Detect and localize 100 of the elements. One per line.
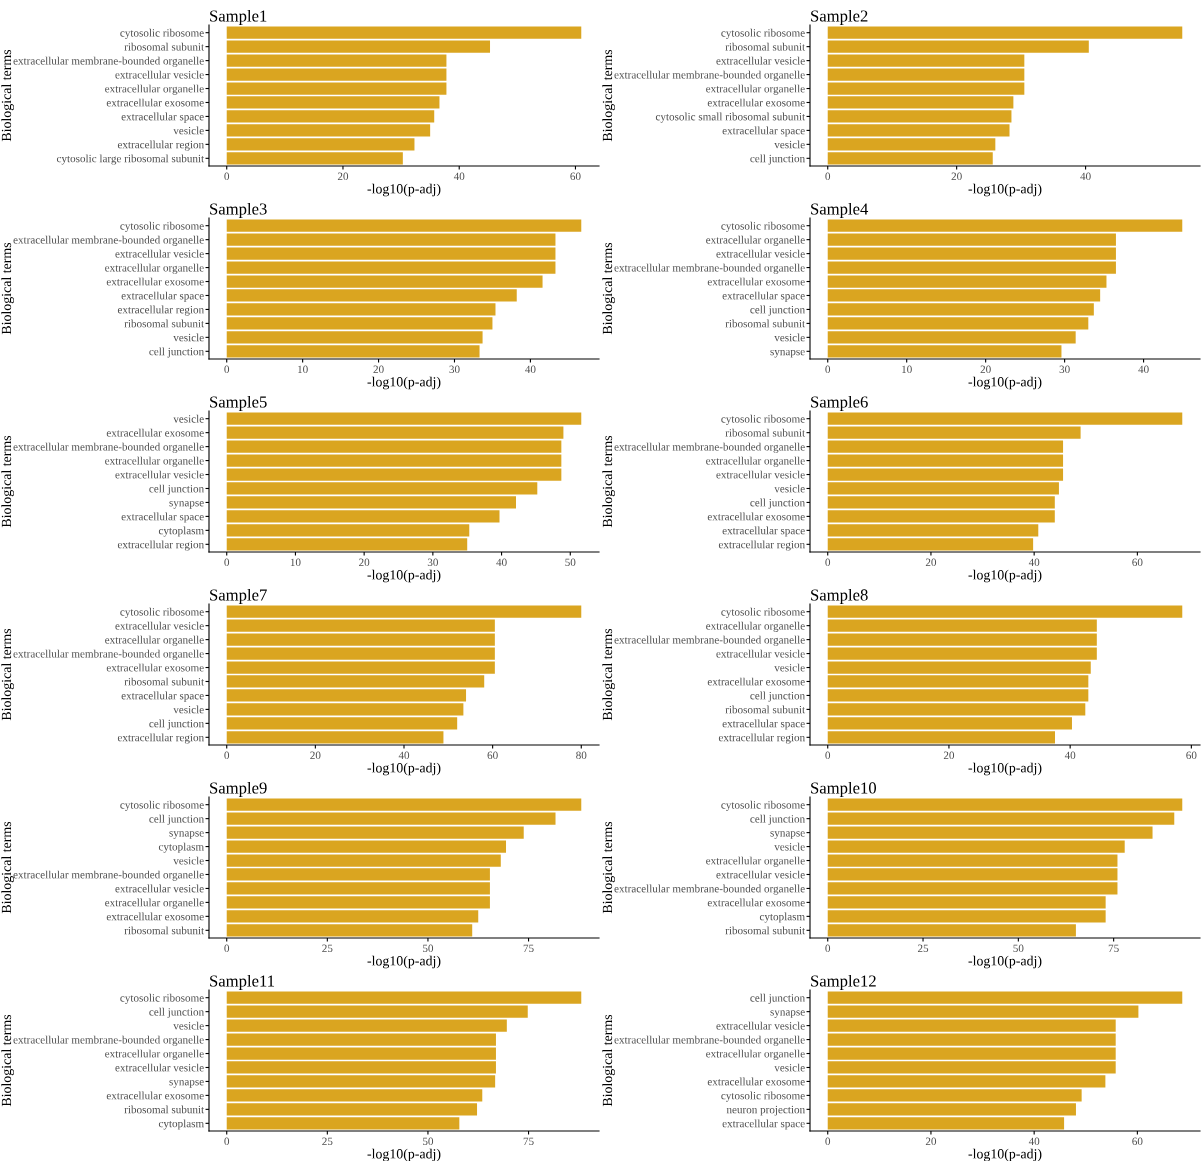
y-tick-label: extracellular space [121,112,204,123]
x-tick-label: 0 [224,558,230,567]
y-tick-label: extracellular organelle [105,635,204,646]
chart-title: Sample5 [210,395,267,411]
y-tick-label: extracellular organelle [105,84,204,95]
y-tick-label: cell junction [149,814,204,825]
y-tick-label: cell junction [149,484,204,495]
chart-title: Sample12 [811,974,876,990]
y-axis-title: Biological terms [1,628,14,721]
y-tick-label: cytosolic ribosome [120,607,204,618]
y-tick-label: extracellular vesicle [115,249,204,258]
y-axis-title: Biological terms [602,821,615,914]
x-tick-label: 20 [925,1137,937,1146]
y-tick-label: cytosolic ribosome [721,800,805,811]
y-tick-label: extracellular membrane-bounded organelle [13,1035,204,1046]
y-tick-label: vesicle [173,333,204,342]
chart-title: Sample2 [811,9,868,25]
x-tick-label: 80 [576,751,587,760]
y-tick-label: extracellular region [117,540,204,551]
y-tick-label: extracellular exosome [106,428,204,437]
y-tick-label: ribosomal subunit [124,1105,205,1114]
x-tick-label: 0 [224,1137,230,1146]
y-tick-label: vesicle [774,333,805,342]
x-tick-label: 40 [1138,365,1149,374]
y-tick-label: extracellular membrane-bounded organelle [614,70,805,81]
y-tick-label: extracellular space [121,691,204,702]
y-tick-label: extracellular vesicle [716,870,805,879]
y-tick-label: extracellular membrane-bounded organelle [13,870,204,881]
y-tick-label: extracellular exosome [707,1077,805,1086]
y-tick-label: extracellular exosome [707,898,805,907]
y-tick-label: cytosolic ribosome [721,607,805,618]
x-tick-label: 50 [565,558,576,567]
y-tick-label: cytosolic ribosome [120,993,204,1004]
y-tick-label: cytoplasm [158,842,204,853]
y-tick-label: vesicle [173,705,204,714]
y-tick-label: extracellular space [722,719,805,730]
x-tick-label: 20 [373,365,384,374]
y-tick-label: extracellular space [722,1119,805,1130]
y-axis-title: Biological terms [1,821,14,914]
y-tick-label: extracellular exosome [106,663,204,672]
x-tick-label: 40 [1028,1137,1040,1146]
y-tick-label: extracellular vesicle [115,470,204,479]
x-axis-title: -log10(p-adj) [968,569,1042,583]
x-tick-label: 30 [449,365,460,374]
y-tick-label: extracellular exosome [707,677,805,686]
y-tick-label: extracellular organelle [105,898,204,909]
y-tick-label: extracellular exosome [106,277,204,286]
y-tick-label: vesicle [774,484,805,493]
y-tick-label: ribosomal subunit [725,428,806,437]
x-tick-label: 50 [423,1137,434,1146]
x-tick-label: 20 [951,172,962,181]
y-tick-label: synapse [770,1010,805,1018]
y-tick-label: cytosolic large ribosomal subunit [56,154,205,165]
y-tick-label: cytoplasm [158,1119,204,1130]
y-tick-label: cytoplasm [759,912,805,923]
y-tick-label: extracellular exosome [106,98,204,107]
x-tick-label: 60 [487,751,498,760]
x-tick-label: 10 [290,558,301,567]
y-tick-label: extracellular vesicle [716,56,805,65]
y-tick-label: extracellular membrane-bounded organelle [614,1035,805,1046]
y-tick-label: extracellular exosome [106,1091,204,1100]
x-tick-label: 40 [496,558,507,567]
y-tick-label: extracellular space [121,291,204,302]
y-tick-label: extracellular exosome [707,98,805,107]
y-axis-title: Biological terms [1,435,14,528]
y-axis-title: Biological terms [602,49,615,142]
chart-title: Sample8 [811,588,868,604]
x-axis-title: -log10(p-adj) [367,569,441,583]
y-tick-label: cell junction [750,993,805,1004]
y-tick-label: extracellular region [117,305,204,316]
y-tick-label: extracellular vesicle [115,884,204,893]
y-tick-label: vesicle [774,1063,805,1072]
x-tick-label: 0 [825,172,831,181]
y-tick-label: vesicle [173,414,204,423]
y-axis-title: Biological terms [602,1014,615,1107]
y-tick-label: synapse [770,349,805,358]
y-tick-label: extracellular space [722,291,805,302]
y-tick-label: extracellular vesicle [115,621,204,630]
x-tick-label: 50 [423,944,434,953]
y-tick-label: extracellular membrane-bounded organelle [13,235,204,246]
y-tick-label: cytosolic ribosome [120,28,204,39]
x-tick-label: 30 [1059,365,1070,374]
y-tick-label: extracellular vesicle [716,1021,805,1030]
y-tick-label: extracellular organelle [706,621,805,632]
y-tick-label: extracellular organelle [105,1049,204,1060]
x-tick-label: 20 [310,751,321,760]
x-tick-label: 0 [224,944,230,953]
y-tick-label: extracellular region [718,540,805,551]
y-tick-label: ribosomal subunit [725,319,806,328]
y-tick-label: vesicle [774,663,805,672]
y-tick-label: ribosomal subunit [725,926,806,935]
x-axis-title: -log10(p-adj) [968,762,1042,776]
x-axis-title: -log10(p-adj) [968,1148,1042,1161]
y-tick-label: synapse [169,831,204,839]
y-tick-label: cell junction [750,691,805,702]
y-tick-label: extracellular region [718,733,805,744]
y-axis-title: Biological terms [1,242,14,335]
y-tick-label: extracellular space [722,126,805,137]
x-tick-label: 75 [523,944,534,953]
x-tick-label: 0 [825,751,831,760]
